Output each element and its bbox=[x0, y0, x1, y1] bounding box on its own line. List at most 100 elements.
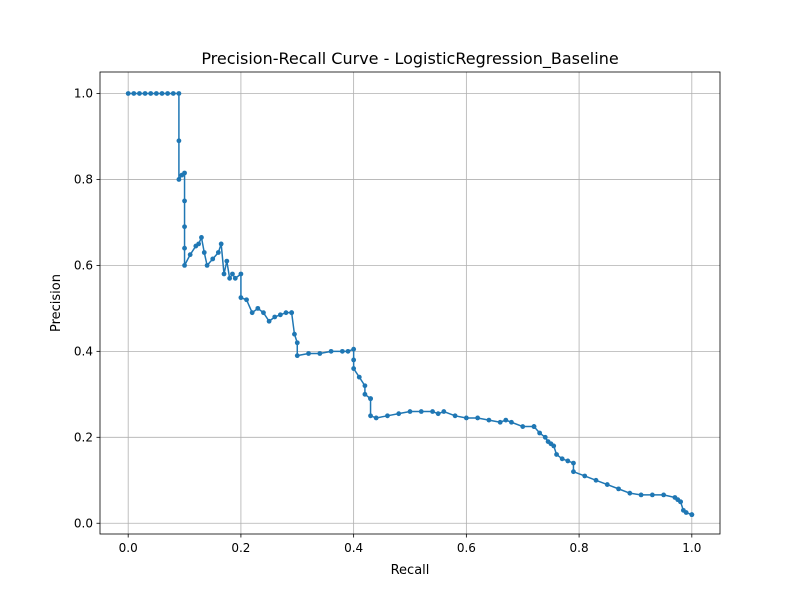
pr-curve-point bbox=[537, 430, 543, 436]
pr-curve-point bbox=[373, 415, 379, 421]
pr-curve-point bbox=[159, 91, 165, 96]
pr-curve-point bbox=[215, 250, 221, 255]
pr-curve-point bbox=[638, 492, 644, 498]
pr-curve-point bbox=[661, 492, 667, 498]
pr-curve-point bbox=[486, 417, 492, 423]
pr-curve-point bbox=[582, 473, 588, 479]
pr-curve-point bbox=[272, 314, 278, 320]
pr-curve-point bbox=[649, 492, 655, 498]
pr-curve-point bbox=[294, 353, 300, 359]
y-tick-label: 0.4 bbox=[74, 344, 93, 358]
pr-curve-point bbox=[294, 340, 300, 346]
pr-curve-point bbox=[182, 245, 187, 251]
pr-curve-point bbox=[170, 91, 176, 96]
pr-curve-point bbox=[385, 413, 390, 419]
pr-curve-point bbox=[565, 458, 571, 464]
pr-curve-point bbox=[261, 310, 266, 316]
pr-curve-point bbox=[176, 91, 182, 96]
y-tick-label: 1.0 bbox=[74, 86, 93, 100]
pr-curve-point bbox=[616, 486, 621, 492]
pr-curve-point bbox=[520, 424, 526, 429]
pr-curve-point bbox=[545, 439, 551, 444]
y-tick-label: 0.6 bbox=[74, 258, 93, 272]
chart-title: Precision-Recall Curve - LogisticRegress… bbox=[201, 49, 618, 69]
pr-curve-point bbox=[182, 198, 187, 204]
pr-curve-point bbox=[571, 460, 576, 466]
pr-curve-point bbox=[306, 351, 311, 356]
pr-curve-point bbox=[210, 256, 216, 262]
pr-curve-point bbox=[238, 271, 244, 277]
pr-curve-point bbox=[368, 413, 373, 419]
pr-curve-point bbox=[244, 297, 249, 303]
tick-layer: 0.0 0.2 0.4 0.6 0.8 1.0 0.0 0.2 0.4 0.6 0.8 1.0 bbox=[74, 86, 701, 555]
pr-curve-point bbox=[249, 310, 255, 316]
pr-curve-point bbox=[232, 275, 238, 281]
pr-curve-point bbox=[201, 250, 207, 255]
pr-curve-point bbox=[503, 417, 509, 423]
pr-curve-point bbox=[430, 409, 435, 414]
y-tick-label: 0.0 bbox=[74, 516, 93, 530]
pr-curve-point bbox=[153, 91, 159, 96]
pr-curve-point bbox=[277, 312, 283, 318]
pr-curve-point bbox=[356, 374, 362, 380]
pr-curve-point bbox=[255, 305, 261, 311]
pr-curve-point bbox=[554, 452, 559, 457]
pr-curve-point bbox=[224, 258, 230, 264]
pr-curve-point bbox=[125, 91, 131, 96]
pr-curve-point bbox=[396, 411, 402, 417]
pr-curve-point bbox=[351, 366, 357, 371]
pr-curve-point bbox=[571, 469, 576, 475]
pr-curve-point bbox=[441, 409, 447, 414]
pr-curve-point bbox=[187, 252, 193, 258]
pr-curve-point bbox=[475, 415, 481, 421]
pr-curve-point bbox=[559, 456, 565, 462]
axes-frame bbox=[99, 71, 721, 535]
pr-curve-point bbox=[463, 415, 469, 421]
pr-curve-point bbox=[283, 310, 289, 316]
x-tick-label: 0.4 bbox=[344, 541, 363, 555]
pr-curve-point bbox=[131, 91, 137, 96]
y-axis-label: Precision bbox=[49, 274, 64, 332]
pr-curve-point bbox=[182, 224, 187, 230]
pr-curve-point bbox=[689, 512, 695, 518]
pr-curve-point bbox=[531, 424, 537, 429]
pr-curve-point bbox=[230, 271, 235, 277]
x-tick-label: 0.0 bbox=[119, 541, 138, 555]
pr-curve-point bbox=[204, 263, 210, 268]
series-layer bbox=[125, 91, 695, 518]
x-tick-label: 0.2 bbox=[231, 541, 250, 555]
x-axis-label: Recall bbox=[391, 563, 430, 578]
x-tick-label: 1.0 bbox=[682, 541, 701, 555]
pr-curve-point bbox=[351, 346, 357, 352]
pr-curve-point bbox=[317, 351, 323, 356]
pr-curve-point bbox=[672, 495, 678, 500]
pr-curve-point bbox=[368, 396, 373, 402]
pr-curve-point bbox=[221, 271, 227, 277]
pr-curve-point bbox=[289, 310, 295, 316]
pr-curve-point bbox=[362, 391, 368, 397]
pr-curve-point bbox=[137, 91, 142, 96]
pr-curve-point bbox=[351, 357, 357, 363]
pr-curve-point bbox=[238, 295, 244, 301]
pr-curve-point bbox=[362, 383, 368, 389]
pr-curve-point bbox=[418, 409, 424, 414]
pr-curve-point bbox=[176, 177, 182, 182]
pr-curve-point bbox=[345, 348, 351, 354]
pr-curve-point bbox=[627, 490, 633, 496]
pr-curve-point bbox=[148, 91, 154, 96]
x-tick-label: 0.6 bbox=[457, 541, 476, 555]
pr-curve-point bbox=[542, 434, 548, 440]
x-tick-label: 0.8 bbox=[570, 541, 589, 555]
y-tick-label: 0.2 bbox=[74, 430, 93, 444]
pr-curve-point bbox=[604, 482, 610, 487]
pr-curve-point bbox=[176, 138, 182, 144]
pr-curve-point bbox=[452, 413, 458, 419]
pr-curve-point bbox=[266, 318, 272, 324]
pr-curve-point bbox=[497, 419, 503, 425]
pr-curve-point bbox=[182, 263, 187, 268]
pr-curve-point bbox=[165, 91, 171, 96]
pr-curve-line bbox=[128, 92, 693, 516]
pr-curve-point bbox=[407, 409, 413, 414]
